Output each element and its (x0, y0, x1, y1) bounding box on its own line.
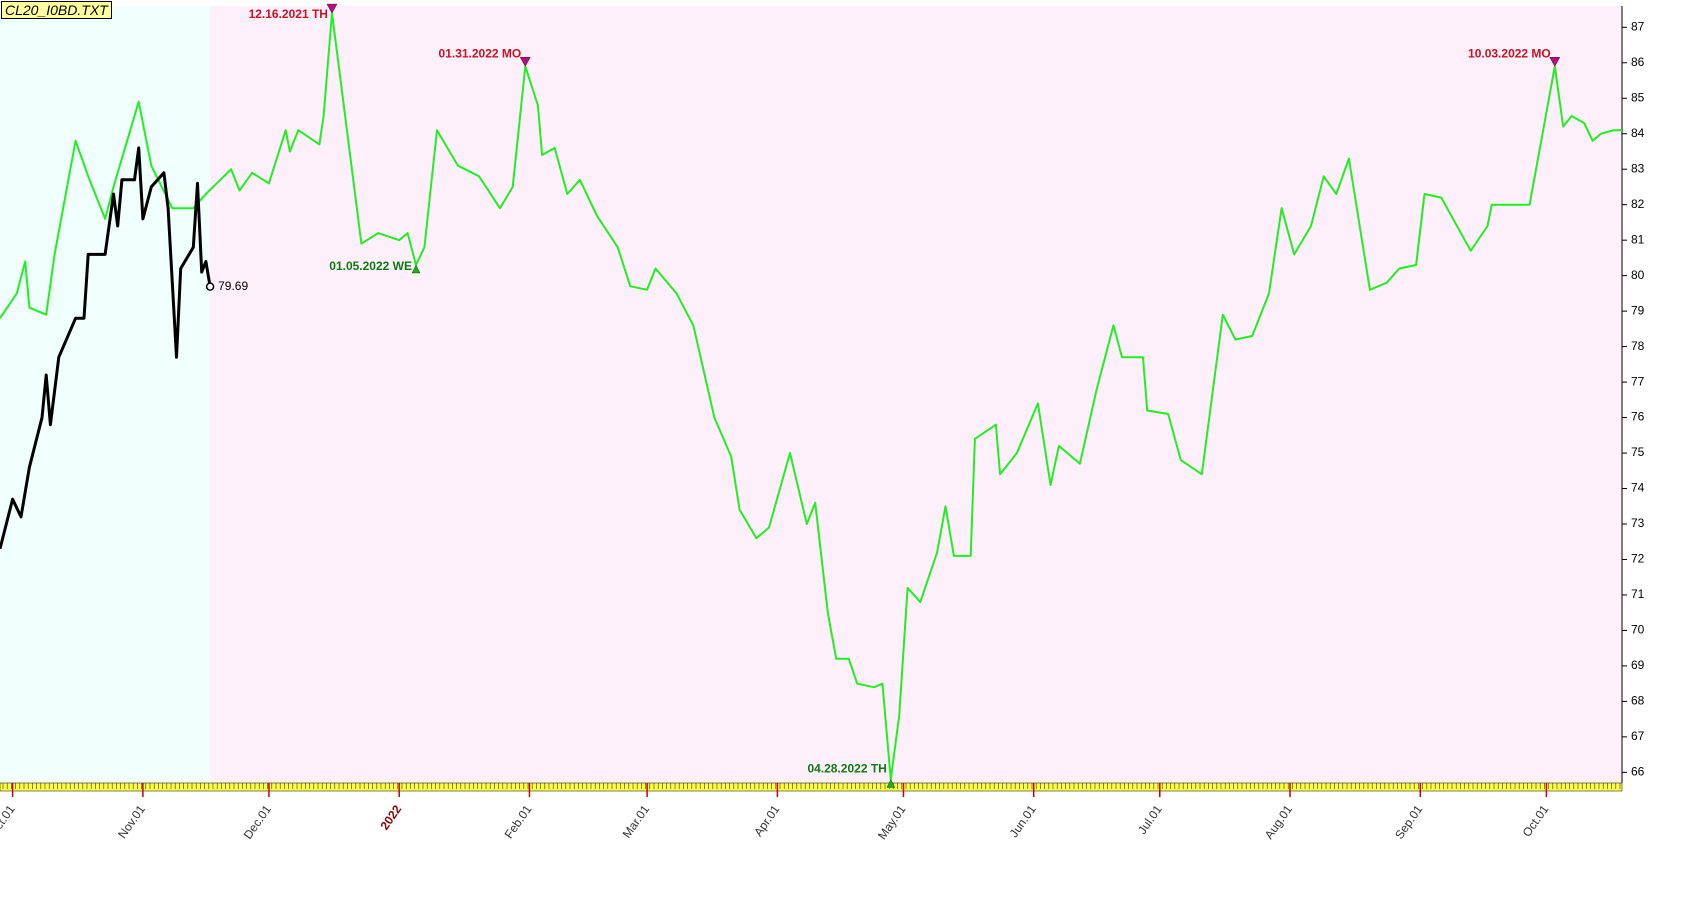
x-tick-label: Oct.01 (0, 802, 18, 839)
last-value-label: 79.69 (218, 279, 248, 293)
annotation-label: 12.16.2021 TH (249, 7, 328, 21)
y-tick-label: 76 (1631, 410, 1645, 424)
y-tick-label: 69 (1631, 658, 1645, 672)
y-tick-label: 81 (1631, 232, 1645, 246)
y-tick-label: 70 (1631, 623, 1645, 637)
annotation-arrow (411, 264, 421, 274)
y-tick-label: 79 (1631, 303, 1645, 317)
y-tick-label: 80 (1631, 268, 1645, 282)
y-tick-label: 83 (1631, 161, 1645, 175)
annotation-arrow (1549, 57, 1561, 67)
x-axis-strip (0, 782, 1623, 792)
x-tick-label: Dec.01 (241, 802, 274, 841)
series-line (0, 12, 1622, 781)
y-tick-label: 82 (1631, 197, 1645, 211)
y-tick-label: 66 (1631, 765, 1645, 779)
annotation-label: 01.31.2022 MO (439, 46, 522, 60)
x-tick-label: Aug.01 (1262, 802, 1295, 841)
annotation-arrow (886, 778, 896, 788)
y-tick-label: 67 (1631, 729, 1645, 743)
annotation-label: 10.03.2022 MO (1468, 46, 1551, 60)
series-line (0, 146, 212, 550)
x-tick-label: Apr.01 (751, 802, 783, 839)
y-tick-label: 84 (1631, 126, 1645, 140)
annotation-label: 04.28.2022 TH (807, 762, 886, 776)
x-tick-label: Oct.01 (1520, 802, 1552, 839)
annotation-arrow (326, 3, 338, 14)
y-tick-label: 86 (1631, 55, 1645, 69)
x-tick-label: Nov.01 (115, 802, 148, 841)
y-tick-label: 72 (1631, 552, 1645, 566)
chart-title: CL20_I0BD.TXT (1, 1, 112, 19)
y-tick-label: 74 (1631, 481, 1645, 495)
y-tick-label: 85 (1631, 90, 1645, 104)
plot-background (0, 6, 1622, 783)
x-tick-label: May.01 (875, 802, 909, 842)
y-tick-label: 75 (1631, 445, 1645, 459)
y-tick-label: 71 (1631, 587, 1645, 601)
x-tick-label: Sep.01 (1392, 802, 1425, 841)
x-tick-label: 2022 (377, 802, 404, 832)
x-tick-label: Jun.01 (1007, 802, 1039, 840)
last-value-marker (205, 282, 215, 291)
x-tick-label: Jul.01 (1135, 802, 1165, 837)
y-tick-label: 77 (1631, 374, 1645, 388)
y-tick-label: 87 (1631, 19, 1645, 33)
y-tick-label: 68 (1631, 694, 1645, 708)
x-tick-label: Mar.01 (620, 802, 653, 840)
annotation-arrow (519, 57, 531, 67)
y-tick-label: 78 (1631, 339, 1645, 353)
x-tick-label: Feb.01 (502, 802, 535, 841)
history-background (0, 6, 211, 783)
annotation-label: 01.05.2022 WE (329, 259, 412, 273)
y-tick-label: 73 (1631, 516, 1645, 530)
